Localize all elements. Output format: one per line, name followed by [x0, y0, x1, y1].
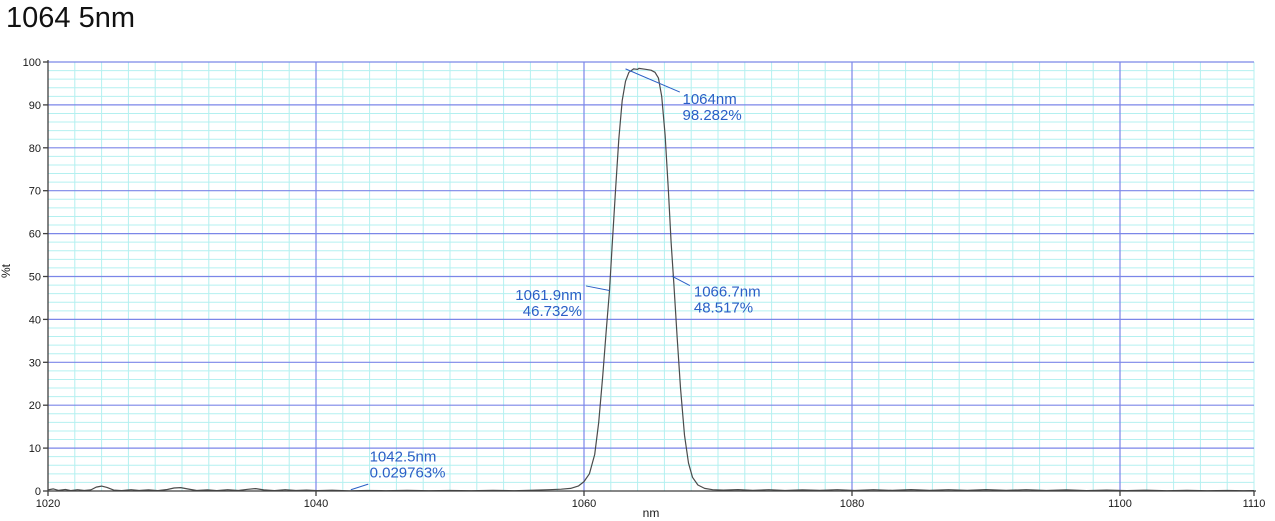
x-axis-label: nm [643, 506, 660, 520]
y-tick-label: 60 [29, 229, 41, 241]
transmission-curve [47, 67, 1255, 492]
axes [43, 60, 1256, 496]
y-tick-label: 30 [29, 357, 41, 369]
annotation-leader-line [625, 68, 681, 93]
y-tick-label: 90 [29, 100, 41, 112]
page-title: 1064 5nm [6, 2, 135, 34]
x-tick-label: 1020 [36, 498, 60, 510]
y-tick-label: 10 [29, 443, 41, 455]
x-tick-label: 1060 [572, 498, 596, 510]
y-axis-label: %t [0, 263, 13, 278]
annotation-wavelength: 1066.7nm [694, 283, 761, 300]
y-tick-label: 80 [29, 143, 41, 155]
x-tick-label: 1100 [1108, 498, 1132, 510]
x-tick-label: 1110 [1243, 498, 1266, 510]
annotation-transmission: 98.282% [682, 107, 741, 124]
y-tick-label: 100 [23, 57, 41, 69]
x-tick-label: 1040 [304, 498, 328, 510]
annotation-transmission: 48.517% [694, 299, 753, 316]
annotation-wavelength: 1064nm [682, 91, 736, 108]
y-tick-label: 0 [35, 486, 41, 498]
y-tick-label: 20 [29, 400, 41, 412]
y-tick-label: 70 [29, 186, 41, 198]
annotation-leader-line [585, 285, 610, 292]
annotation-wavelength: 1061.9nm [515, 287, 582, 304]
y-tick-label: 50 [29, 272, 41, 284]
y-tick-label: 40 [29, 314, 41, 326]
annotation-transmission: 46.732% [523, 303, 582, 320]
x-tick-label: 1080 [840, 498, 864, 510]
annotation-leader-line [671, 275, 691, 286]
annotation-leader-line [350, 483, 369, 491]
annotation-transmission: 0.029763% [370, 465, 446, 482]
grid-major [48, 61, 1254, 491]
annotation-wavelength: 1042.5nm [370, 449, 437, 466]
